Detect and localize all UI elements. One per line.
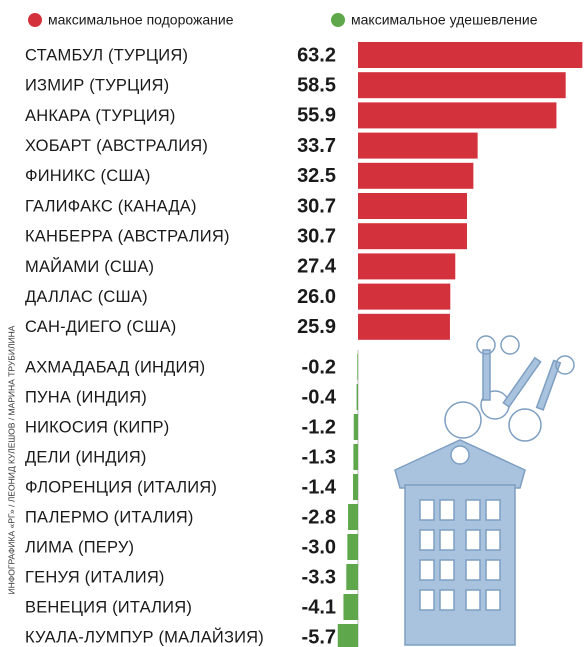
chart: ИНФОГРАФИКА «РГ» / ЛЕОНИД КУЛЕШОВ / МАРИ…: [0, 0, 585, 647]
value-label: 30.7: [297, 195, 336, 217]
category-label: ПУНА (ИНДИЯ): [25, 388, 147, 406]
value-label: -1.2: [302, 416, 336, 438]
value-label: 25.9: [297, 316, 336, 338]
legend-marker: [331, 13, 345, 27]
bar: [358, 193, 467, 219]
category-label: СТАМБУЛ (ТУРЦИЯ): [25, 46, 188, 64]
value-label: 55.9: [297, 105, 336, 127]
value-label: -1.4: [302, 476, 337, 498]
category-label: ГЕНУЯ (ИТАЛИЯ): [25, 568, 165, 586]
value-label: 58.5: [297, 74, 336, 96]
category-label: НИКОСИЯ (КИПР): [25, 418, 169, 436]
value-label: 27.4: [297, 256, 337, 278]
value-label: 32.5: [297, 165, 336, 187]
bar: [348, 504, 358, 530]
category-label: МАЙАМИ (США): [25, 257, 154, 276]
bar: [358, 163, 473, 189]
bar: [353, 444, 358, 470]
category-label: ДАЛЛАС (США): [25, 288, 148, 306]
category-label: ФЛОРЕНЦИЯ (ИТАЛИЯ): [25, 478, 217, 496]
bar: [358, 102, 556, 128]
value-label: 33.7: [297, 135, 336, 157]
value-label: 30.7: [297, 225, 336, 247]
bar: [343, 594, 358, 620]
bar: [358, 72, 566, 98]
category-label: АНКАРА (ТУРЦИЯ): [25, 107, 176, 125]
value-label: -0.2: [302, 356, 336, 378]
category-label: КУАЛА-ЛУМПУР (МАЛАЙЗИЯ): [25, 627, 264, 646]
category-label: КАНБЕРРА (АВСТРАЛИЯ): [25, 228, 230, 246]
legend-label: максимальное подорожание: [48, 12, 234, 28]
category-label: ЛИМА (ПЕРУ): [25, 538, 134, 556]
bar: [358, 284, 450, 310]
bar: [358, 223, 467, 249]
value-label: -4.1: [302, 596, 336, 618]
bar: [358, 314, 450, 340]
value-label: -5.7: [302, 626, 336, 647]
bar: [353, 474, 358, 500]
value-label: -2.8: [302, 506, 336, 528]
category-label: ПАЛЕРМО (ИТАЛИЯ): [25, 508, 194, 526]
legend-marker: [28, 13, 42, 27]
value-label: -3.3: [302, 566, 336, 588]
category-label: САН-ДИЕГО (США): [25, 318, 176, 336]
bar: [358, 253, 455, 279]
category-label: ДЕЛИ (ИНДИЯ): [25, 448, 147, 466]
bar: [357, 384, 358, 410]
category-label: ХОБАРТ (АВСТРАЛИЯ): [25, 137, 208, 155]
category-label: ГАЛИФАКС (КАНАДА): [25, 197, 197, 215]
bar: [338, 624, 358, 647]
bar: [357, 354, 358, 380]
value-label: -3.0: [302, 536, 336, 558]
credit: ИНФОГРАФИКА «РГ» / ЛЕОНИД КУЛЕШОВ / МАРИ…: [6, 325, 16, 594]
category-label: ВЕНЕЦИЯ (ИТАЛИЯ): [25, 598, 192, 616]
bar: [358, 42, 582, 68]
bar: [347, 534, 358, 560]
value-label: -1.3: [302, 446, 336, 468]
bar: [346, 564, 358, 590]
category-label: ФИНИКС (США): [25, 167, 151, 185]
value-label: 63.2: [297, 44, 336, 66]
legend-label: максимальное удешевление: [351, 12, 538, 28]
category-label: АХМАДАБАД (ИНДИЯ): [25, 358, 205, 376]
bar: [358, 133, 478, 159]
keys-illustration: [395, 336, 574, 645]
category-label: ИЗМИР (ТУРЦИЯ): [25, 77, 169, 95]
value-label: -0.4: [302, 386, 337, 408]
value-label: 26.0: [297, 286, 336, 308]
bar: [354, 414, 358, 440]
